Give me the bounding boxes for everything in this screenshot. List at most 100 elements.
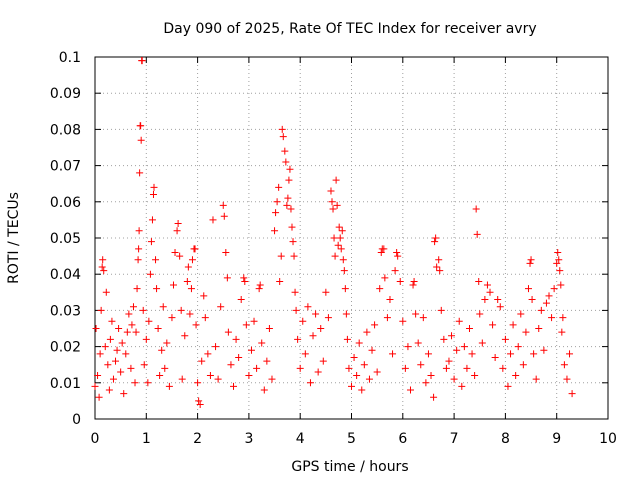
data-point [373, 368, 381, 376]
data-point [176, 252, 184, 260]
data-point [448, 332, 456, 340]
data-point [473, 230, 481, 238]
data-point [437, 306, 445, 314]
data-point [353, 372, 361, 380]
data-point [339, 256, 347, 264]
data-point [412, 310, 420, 318]
data-point [342, 310, 350, 318]
data-point [309, 332, 317, 340]
y-tick-label: 0.1 [59, 50, 81, 66]
data-point [195, 397, 203, 405]
data-point [532, 375, 540, 383]
data-point [427, 372, 435, 380]
data-point [386, 296, 394, 304]
data-point [377, 248, 385, 256]
data-point [319, 357, 327, 365]
data-point [165, 382, 173, 390]
data-point [337, 245, 345, 253]
data-point [553, 259, 561, 267]
x-tick-label: 2 [193, 431, 202, 447]
data-point [99, 256, 107, 264]
data-point [131, 379, 139, 387]
data-point [368, 346, 376, 354]
data-point [198, 357, 206, 365]
data-point [299, 317, 307, 325]
data-point [530, 350, 538, 358]
data-point [204, 350, 212, 358]
y-tick-label: 0.04 [50, 267, 81, 283]
data-point [317, 325, 325, 332]
data-point [224, 328, 232, 336]
data-point [263, 357, 271, 365]
data-point [288, 223, 296, 231]
data-point [568, 390, 576, 398]
data-point [481, 296, 489, 304]
data-point [135, 227, 143, 235]
data-point [471, 372, 479, 380]
x-tick-label: 5 [347, 431, 356, 447]
data-point [97, 306, 105, 314]
data-point [465, 325, 473, 332]
data-point [98, 263, 106, 271]
data-point [491, 353, 499, 361]
data-point [230, 382, 238, 390]
data-point [158, 346, 166, 354]
x-tick-label: 0 [91, 431, 100, 447]
data-point [290, 252, 298, 260]
data-point [332, 176, 340, 184]
data-point [512, 372, 520, 380]
data-point [265, 325, 273, 332]
data-point [348, 382, 355, 390]
data-point [253, 364, 261, 372]
data-point [120, 390, 128, 398]
data-point [472, 205, 480, 213]
data-point [161, 364, 169, 372]
data-point [134, 256, 142, 264]
data-point [292, 306, 300, 314]
data-point [152, 256, 160, 264]
data-point [275, 183, 283, 191]
data-point [475, 277, 483, 285]
data-point [336, 234, 344, 242]
data-point [156, 372, 164, 380]
x-tick-label: 8 [501, 431, 510, 447]
data-point [123, 328, 131, 336]
data-point [383, 314, 391, 322]
data-point [222, 248, 230, 256]
x-tick-label: 3 [244, 431, 253, 447]
data-point [237, 296, 245, 304]
x-tick-label: 1 [142, 431, 151, 447]
data-point [504, 382, 512, 390]
data-point [322, 288, 330, 296]
data-point [312, 310, 320, 318]
data-point [209, 216, 217, 224]
y-tick-label: 0.03 [50, 303, 81, 319]
data-point [140, 361, 148, 369]
data-point [145, 317, 153, 325]
data-point [187, 285, 195, 293]
data-point [391, 267, 399, 275]
data-point [188, 256, 196, 264]
data-point [563, 375, 571, 383]
data-point [306, 379, 314, 387]
data-point [314, 368, 322, 376]
data-point [556, 267, 564, 275]
data-point [478, 339, 486, 347]
data-point [566, 350, 574, 358]
data-point [557, 281, 565, 289]
data-point [250, 317, 258, 325]
data-point [494, 296, 502, 304]
data-point [499, 364, 507, 372]
data-point [555, 256, 563, 264]
data-point [424, 350, 432, 358]
data-point [104, 361, 112, 369]
data-point [419, 314, 427, 322]
data-point [343, 335, 351, 343]
data-point [328, 198, 336, 206]
x-tick-label: 10 [599, 431, 617, 447]
data-point [554, 248, 562, 256]
data-point [227, 361, 235, 369]
data-point [526, 259, 534, 267]
data-point [220, 212, 228, 220]
data-point [108, 317, 116, 325]
